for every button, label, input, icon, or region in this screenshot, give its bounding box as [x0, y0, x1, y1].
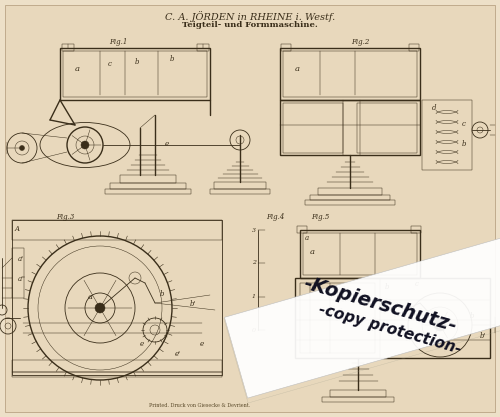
Bar [300, 230, 420, 278]
Circle shape [20, 146, 24, 151]
Text: 1: 1 [252, 294, 256, 299]
Text: Fig.2: Fig.2 [351, 38, 369, 46]
Bar [409, 44, 419, 51]
Text: c: c [108, 60, 112, 68]
Text: b': b' [190, 300, 196, 308]
Bar [214, 182, 266, 189]
Text: -Kopierschutz-: -Kopierschutz- [301, 274, 459, 336]
Bar [330, 390, 386, 397]
Bar [297, 226, 307, 233]
Bar [300, 283, 375, 353]
Text: e: e [165, 140, 169, 148]
Text: c: c [462, 120, 466, 128]
Text: b: b [160, 290, 164, 298]
Bar [303, 233, 417, 275]
Bar [318, 188, 382, 195]
Bar [210, 189, 270, 194]
Bar [280, 48, 420, 100]
Bar [120, 175, 176, 183]
Text: Printed. Druck von Giesecke & Devrient.: Printed. Druck von Giesecke & Devrient. [150, 403, 250, 408]
Text: b: b [462, 140, 466, 148]
Bar [12, 220, 222, 375]
Text: a: a [310, 248, 315, 256]
Bar [322, 397, 394, 402]
Text: b: b [135, 58, 140, 66]
Bar [60, 48, 210, 100]
Bar [110, 183, 186, 189]
Bar [62, 44, 74, 51]
Bar [411, 226, 421, 233]
Bar [12, 248, 24, 298]
Bar [105, 189, 191, 194]
Text: b: b [470, 312, 474, 320]
Text: Fig.5: Fig.5 [311, 213, 329, 221]
Text: d: d [432, 104, 436, 112]
Text: 0: 0 [252, 327, 256, 332]
Text: 2: 2 [252, 261, 256, 266]
Text: e': e' [175, 350, 181, 358]
Text: Teigteil- und Formmaschine.: Teigteil- und Formmaschine. [182, 21, 318, 29]
Bar [281, 44, 291, 51]
Text: Fig.3: Fig.3 [56, 213, 74, 221]
Text: b: b [170, 55, 174, 63]
Text: Fig.4: Fig.4 [266, 213, 284, 221]
Text: A: A [15, 225, 20, 233]
Bar [12, 360, 222, 372]
Bar [295, 278, 490, 358]
Circle shape [95, 303, 105, 313]
Bar [280, 100, 420, 155]
Bar [422, 100, 472, 170]
Bar [197, 44, 209, 51]
Text: C. A. JÖRDEN in RHEINE i. Westf.: C. A. JÖRDEN in RHEINE i. Westf. [165, 11, 335, 22]
Bar [310, 195, 390, 200]
Circle shape [81, 141, 89, 149]
Text: 3: 3 [252, 228, 256, 233]
Text: a': a' [18, 255, 24, 263]
Bar [357, 103, 417, 153]
Text: b: b [385, 283, 390, 291]
Circle shape [434, 319, 446, 331]
Text: a: a [88, 293, 93, 301]
Text: e: e [200, 340, 204, 348]
Bar [283, 103, 343, 153]
Text: Fig.1: Fig.1 [109, 38, 127, 46]
Text: -copy protection-: -copy protection- [317, 301, 463, 357]
Text: e: e [140, 340, 144, 348]
Text: a: a [295, 65, 300, 73]
Bar [12, 372, 222, 377]
Text: b': b' [480, 332, 486, 340]
Text: a: a [75, 65, 80, 73]
Bar [305, 200, 395, 205]
Bar [12, 220, 222, 240]
Text: a: a [305, 234, 309, 242]
Polygon shape [224, 232, 500, 398]
Text: c: c [415, 280, 419, 288]
Text: a'': a'' [18, 275, 26, 283]
Bar [63, 51, 207, 97]
Bar [283, 51, 417, 97]
